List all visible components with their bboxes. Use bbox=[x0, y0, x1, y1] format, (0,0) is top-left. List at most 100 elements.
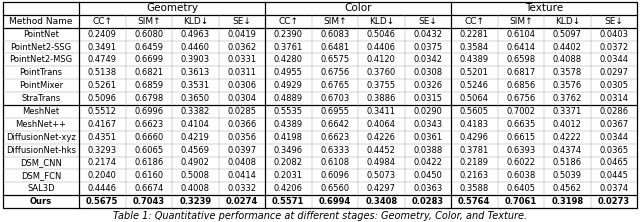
Text: 0.2189: 0.2189 bbox=[460, 159, 489, 167]
Text: 0.5605: 0.5605 bbox=[460, 107, 489, 116]
Text: 0.6817: 0.6817 bbox=[506, 68, 536, 77]
Text: 0.6065: 0.6065 bbox=[134, 146, 163, 155]
Text: 0.0365: 0.0365 bbox=[599, 146, 628, 155]
Text: 0.3496: 0.3496 bbox=[274, 146, 303, 155]
Text: 0.6660: 0.6660 bbox=[134, 133, 163, 142]
Text: Method Name: Method Name bbox=[9, 17, 73, 26]
Text: 0.3198: 0.3198 bbox=[551, 197, 583, 206]
Text: 0.4402: 0.4402 bbox=[553, 43, 582, 52]
Text: 0.2040: 0.2040 bbox=[88, 171, 116, 180]
Text: 0.3371: 0.3371 bbox=[552, 107, 582, 116]
Text: MeshNet: MeshNet bbox=[22, 107, 60, 116]
Text: 0.6674: 0.6674 bbox=[134, 184, 163, 193]
Text: 0.0367: 0.0367 bbox=[599, 120, 628, 129]
Text: 0.0445: 0.0445 bbox=[599, 171, 628, 180]
Text: 0.2281: 0.2281 bbox=[460, 30, 489, 39]
Text: 0.6481: 0.6481 bbox=[320, 43, 349, 52]
Text: 0.4226: 0.4226 bbox=[367, 133, 396, 142]
Text: 0.6994: 0.6994 bbox=[319, 197, 351, 206]
Text: 0.0356: 0.0356 bbox=[227, 133, 256, 142]
Text: 0.4889: 0.4889 bbox=[274, 94, 303, 103]
Text: 0.3755: 0.3755 bbox=[367, 81, 396, 90]
Text: 0.6756: 0.6756 bbox=[506, 94, 536, 103]
Text: 0.0297: 0.0297 bbox=[599, 68, 628, 77]
Text: 0.0403: 0.0403 bbox=[599, 30, 628, 39]
Text: SIM↑: SIM↑ bbox=[509, 17, 532, 26]
Text: 0.4963: 0.4963 bbox=[180, 30, 210, 39]
Text: 0.0374: 0.0374 bbox=[599, 184, 628, 193]
Text: 0.2163: 0.2163 bbox=[460, 171, 489, 180]
Text: PointMixer: PointMixer bbox=[19, 81, 63, 90]
Text: 0.4183: 0.4183 bbox=[460, 120, 489, 129]
Text: 0.5046: 0.5046 bbox=[367, 30, 396, 39]
Text: KLD↓: KLD↓ bbox=[369, 17, 394, 26]
Text: 0.0366: 0.0366 bbox=[227, 120, 257, 129]
Text: 0.4446: 0.4446 bbox=[88, 184, 116, 193]
Text: 0.4198: 0.4198 bbox=[274, 133, 303, 142]
Text: 0.5246: 0.5246 bbox=[460, 81, 489, 90]
Text: 0.6038: 0.6038 bbox=[506, 171, 536, 180]
Text: Geometry: Geometry bbox=[146, 3, 198, 14]
Text: 0.0308: 0.0308 bbox=[413, 68, 442, 77]
Text: 0.4219: 0.4219 bbox=[181, 133, 210, 142]
Text: 0.3781: 0.3781 bbox=[460, 146, 489, 155]
Text: 0.4389: 0.4389 bbox=[460, 56, 489, 64]
Text: 0.0361: 0.0361 bbox=[413, 133, 442, 142]
Text: 0.4064: 0.4064 bbox=[367, 120, 396, 129]
Text: 0.0362: 0.0362 bbox=[227, 43, 256, 52]
Text: 0.2390: 0.2390 bbox=[274, 30, 303, 39]
Text: 0.4012: 0.4012 bbox=[553, 120, 582, 129]
Text: 0.6859: 0.6859 bbox=[134, 81, 163, 90]
Text: 0.5201: 0.5201 bbox=[460, 68, 489, 77]
Text: PointTrans: PointTrans bbox=[19, 68, 63, 77]
Text: 0.0306: 0.0306 bbox=[227, 81, 256, 90]
Text: PointNet: PointNet bbox=[23, 30, 59, 39]
Text: 0.6405: 0.6405 bbox=[506, 184, 535, 193]
Text: 0.4008: 0.4008 bbox=[180, 184, 210, 193]
Text: 0.4460: 0.4460 bbox=[180, 43, 210, 52]
Text: 0.3588: 0.3588 bbox=[460, 184, 489, 193]
Text: 0.6022: 0.6022 bbox=[506, 159, 535, 167]
Text: Table 1: Quantitative performance at different stages: Geometry, Color, and Text: Table 1: Quantitative performance at dif… bbox=[113, 211, 527, 221]
Text: 0.7043: 0.7043 bbox=[132, 197, 165, 206]
Text: CC↑: CC↑ bbox=[92, 17, 112, 26]
Text: 0.0332: 0.0332 bbox=[227, 184, 256, 193]
Text: 0.0344: 0.0344 bbox=[599, 56, 628, 64]
Text: 0.6393: 0.6393 bbox=[506, 146, 536, 155]
Text: 0.4222: 0.4222 bbox=[553, 133, 582, 142]
Text: 0.5186: 0.5186 bbox=[553, 159, 582, 167]
Text: 0.6096: 0.6096 bbox=[320, 171, 349, 180]
Text: 0.3903: 0.3903 bbox=[180, 56, 210, 64]
Text: 0.3408: 0.3408 bbox=[365, 197, 397, 206]
Text: 0.0344: 0.0344 bbox=[599, 133, 628, 142]
Text: 0.3293: 0.3293 bbox=[88, 146, 117, 155]
Text: 0.6598: 0.6598 bbox=[506, 56, 535, 64]
Text: DiffusionNet-hks: DiffusionNet-hks bbox=[6, 146, 76, 155]
Text: KLD↓: KLD↓ bbox=[182, 17, 208, 26]
Text: 0.0450: 0.0450 bbox=[413, 171, 442, 180]
Text: 0.5039: 0.5039 bbox=[553, 171, 582, 180]
Text: 0.3382: 0.3382 bbox=[180, 107, 210, 116]
Text: 0.3239: 0.3239 bbox=[179, 197, 211, 206]
Text: 0.3576: 0.3576 bbox=[552, 81, 582, 90]
Text: 0.4351: 0.4351 bbox=[88, 133, 116, 142]
Text: 0.3491: 0.3491 bbox=[88, 43, 116, 52]
Text: 0.3761: 0.3761 bbox=[274, 43, 303, 52]
Text: 0.2409: 0.2409 bbox=[88, 30, 116, 39]
Text: 0.0375: 0.0375 bbox=[413, 43, 442, 52]
Text: 0.4167: 0.4167 bbox=[88, 120, 117, 129]
Text: KLD↓: KLD↓ bbox=[555, 17, 580, 26]
Text: MeshNet++: MeshNet++ bbox=[15, 120, 67, 129]
Text: 0.6856: 0.6856 bbox=[506, 81, 536, 90]
Text: 0.6186: 0.6186 bbox=[134, 159, 163, 167]
Text: 0.0432: 0.0432 bbox=[413, 30, 442, 39]
Text: 0.4569: 0.4569 bbox=[180, 146, 210, 155]
Text: 0.4452: 0.4452 bbox=[367, 146, 396, 155]
Text: 0.0388: 0.0388 bbox=[413, 146, 442, 155]
Text: 0.6821: 0.6821 bbox=[134, 68, 163, 77]
Text: 0.0414: 0.0414 bbox=[227, 171, 256, 180]
Text: 0.7061: 0.7061 bbox=[504, 197, 537, 206]
Text: SIM↑: SIM↑ bbox=[137, 17, 161, 26]
Text: 0.3650: 0.3650 bbox=[180, 94, 210, 103]
Text: 0.5261: 0.5261 bbox=[88, 81, 116, 90]
